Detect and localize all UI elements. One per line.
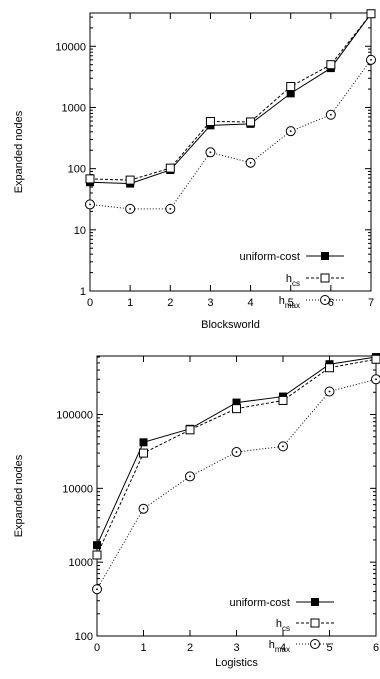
plot-frame [89, 12, 372, 292]
x-tick-label: 1 [127, 297, 133, 309]
data-point [139, 438, 148, 447]
y-tick-label: 100000 [56, 410, 93, 422]
data-point [245, 157, 256, 168]
y-axis-label: Expanded nodes [13, 110, 25, 193]
x-tick-label: 4 [248, 297, 254, 309]
data-point [205, 116, 215, 126]
data-point [246, 117, 256, 127]
data-point [232, 398, 241, 407]
legend-key-marker [311, 598, 319, 606]
legend-label: uniform-cost [239, 251, 300, 263]
data-point [138, 503, 149, 514]
data-point [371, 374, 380, 385]
data-point [371, 354, 380, 364]
y-tick-label: 10000 [62, 483, 93, 495]
x-tick-label: 6 [328, 297, 334, 309]
data-point [92, 584, 102, 595]
y-tick-label: 100 [68, 164, 86, 176]
legend-label: hcs [276, 618, 290, 633]
data-point [366, 9, 376, 19]
series-line [89, 13, 372, 181]
data-point [125, 203, 136, 214]
x-tick-label: 7 [368, 297, 374, 309]
data-point [324, 386, 335, 397]
data-point [185, 471, 195, 482]
legend-label: hcs [286, 273, 300, 288]
chart-logistics: 100 1000 10000 100000 0 1 2 3 4 5 6 Logistics Expand… [13, 353, 380, 669]
legend-key-marker [310, 639, 320, 649]
legend-key-marker [320, 273, 330, 283]
data-point [205, 147, 216, 158]
data-point [366, 54, 376, 65]
data-point [92, 550, 102, 560]
data-point [165, 163, 175, 173]
y-tick-label: 100 [75, 631, 93, 643]
legend-key-marker [310, 618, 320, 628]
x-tick-label: 6 [373, 642, 379, 654]
series-line [96, 358, 377, 556]
x-axis-label: Blocksworld [201, 319, 260, 331]
y-tick-label: 1 [80, 286, 86, 298]
x-tick-label: 0 [87, 297, 93, 309]
data-point [231, 447, 242, 458]
data-point [278, 395, 288, 405]
data-point [185, 425, 195, 435]
data-point [139, 448, 148, 458]
x-tick-label: 3 [233, 642, 239, 654]
series-line [89, 13, 372, 185]
x-tick-label: 1 [140, 642, 146, 654]
data-point [165, 203, 176, 214]
legend-key-marker [320, 295, 330, 305]
data-point [93, 541, 101, 550]
data-point [286, 82, 296, 92]
x-tick-label: 0 [94, 642, 100, 654]
data-point [278, 441, 288, 452]
data-point [125, 175, 135, 185]
y-axis-label: Expanded nodes [13, 454, 25, 537]
x-tick-label: 2 [187, 642, 193, 654]
data-point [285, 126, 296, 137]
x-tick-label: 5 [288, 297, 294, 309]
y-tick-label: 10000 [55, 41, 86, 53]
x-tick-label: 3 [207, 297, 213, 309]
x-tick-label: 4 [280, 642, 286, 654]
data-point [85, 174, 95, 184]
y-tick-label: 1000 [69, 557, 93, 569]
data-point [85, 199, 95, 210]
x-tick-label: 2 [167, 297, 173, 309]
legend-label: uniform-cost [229, 597, 290, 609]
data-point [286, 89, 295, 98]
y-tick-label: 10 [74, 225, 86, 237]
plot-frame [96, 355, 377, 637]
legend-key-marker [321, 252, 329, 260]
x-tick-label: 5 [326, 642, 332, 654]
data-point [326, 60, 336, 70]
x-axis-label: Logistics [215, 657, 258, 669]
data-point [325, 109, 336, 120]
y-tick-label: 1000 [62, 102, 86, 114]
data-point [325, 363, 334, 373]
data-point [232, 404, 241, 414]
